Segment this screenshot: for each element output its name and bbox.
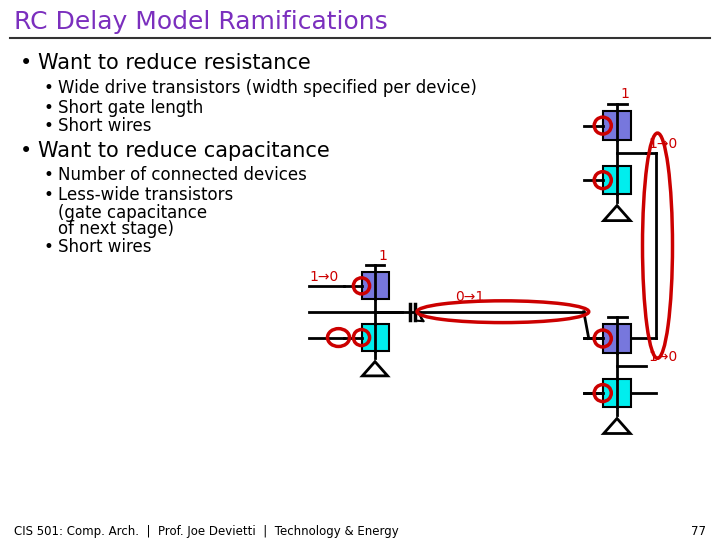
Text: •: •: [43, 186, 53, 204]
Text: (gate capacitance: (gate capacitance: [58, 204, 207, 222]
Bar: [603, 325, 631, 353]
Text: •: •: [20, 140, 32, 160]
Text: 1: 1: [379, 249, 387, 262]
Text: 1: 1: [621, 87, 630, 101]
Text: •: •: [20, 53, 32, 73]
Text: •: •: [43, 166, 53, 184]
Text: Short wires: Short wires: [58, 117, 151, 135]
Text: CIS 501: Comp. Arch.  |  Prof. Joe Devietti  |  Technology & Energy: CIS 501: Comp. Arch. | Prof. Joe Deviett…: [14, 525, 399, 538]
Text: 77: 77: [691, 525, 706, 538]
Text: •: •: [43, 238, 53, 255]
Text: •: •: [43, 79, 53, 97]
Text: Want to reduce capacitance: Want to reduce capacitance: [38, 140, 330, 160]
Bar: [361, 273, 389, 299]
Bar: [603, 111, 631, 140]
Bar: [361, 324, 389, 351]
Text: 1→0: 1→0: [310, 270, 338, 284]
Text: Short wires: Short wires: [58, 238, 151, 255]
Polygon shape: [603, 206, 630, 221]
Text: •: •: [43, 99, 53, 117]
Text: Want to reduce resistance: Want to reduce resistance: [38, 53, 311, 73]
Bar: [603, 379, 631, 407]
Polygon shape: [362, 362, 387, 376]
Text: Less-wide transistors: Less-wide transistors: [58, 186, 233, 204]
Text: of next stage): of next stage): [58, 220, 174, 238]
Bar: [603, 166, 631, 194]
Text: 0→1: 0→1: [455, 290, 485, 304]
Text: 1→0: 1→0: [648, 137, 678, 151]
Text: Short gate length: Short gate length: [58, 99, 203, 117]
Text: Number of connected devices: Number of connected devices: [58, 166, 307, 184]
Polygon shape: [603, 418, 630, 434]
Text: 1→0: 1→0: [648, 350, 678, 364]
Text: •: •: [43, 117, 53, 135]
Text: Wide drive transistors (width specified per device): Wide drive transistors (width specified …: [58, 79, 477, 97]
Text: RC Delay Model Ramifications: RC Delay Model Ramifications: [14, 10, 388, 34]
